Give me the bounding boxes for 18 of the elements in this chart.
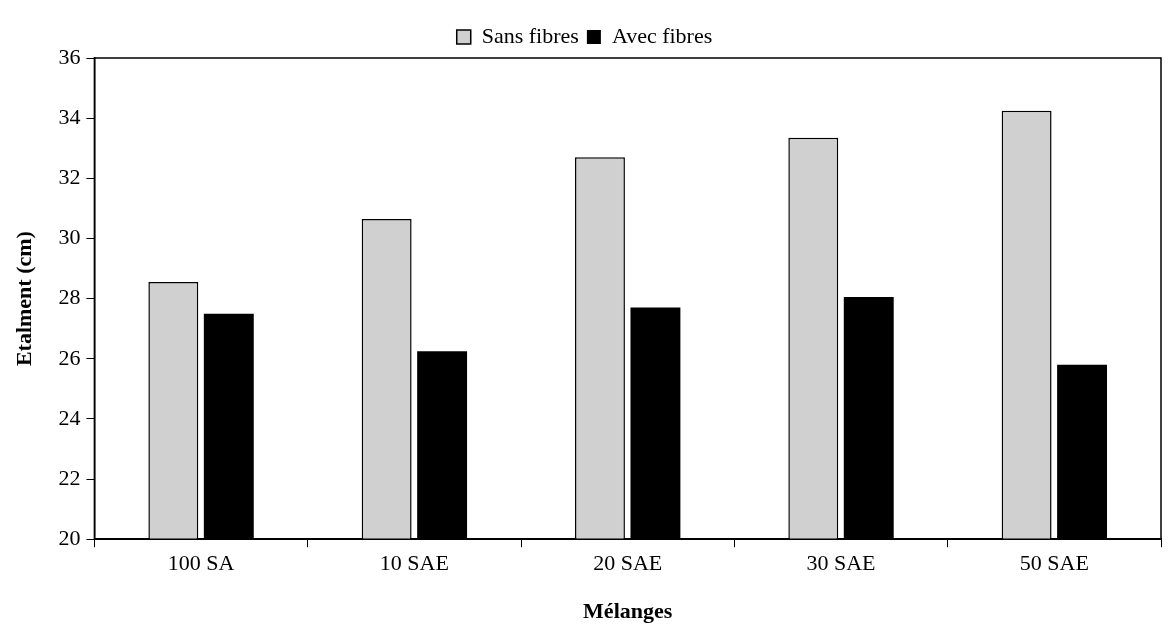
- x-axis-title: Mélanges: [583, 598, 673, 624]
- x-tick-label: 30 SAE: [806, 550, 876, 576]
- x-tick-label: 50 SAE: [1019, 550, 1089, 576]
- x-tick-label: 20 SAE: [593, 550, 663, 576]
- y-tick-label: 32: [58, 164, 81, 190]
- legend-label: Avec fibres: [611, 22, 713, 48]
- x-tick-label: 100 SA: [167, 550, 235, 576]
- y-tick-label: 24: [58, 404, 81, 430]
- legend-label: Sans fibres: [481, 22, 579, 48]
- y-tick-label: 20: [58, 524, 81, 550]
- y-tick-label: 30: [58, 224, 81, 250]
- y-tick-label: 28: [58, 284, 81, 310]
- y-tick-label: 34: [58, 103, 81, 129]
- y-tick-label: 26: [58, 344, 81, 370]
- y-tick-label: 22: [58, 464, 81, 490]
- y-tick-label: 36: [58, 43, 81, 69]
- x-tick-label: 10 SAE: [379, 550, 449, 576]
- y-axis-title: Etalment (cm): [10, 231, 36, 367]
